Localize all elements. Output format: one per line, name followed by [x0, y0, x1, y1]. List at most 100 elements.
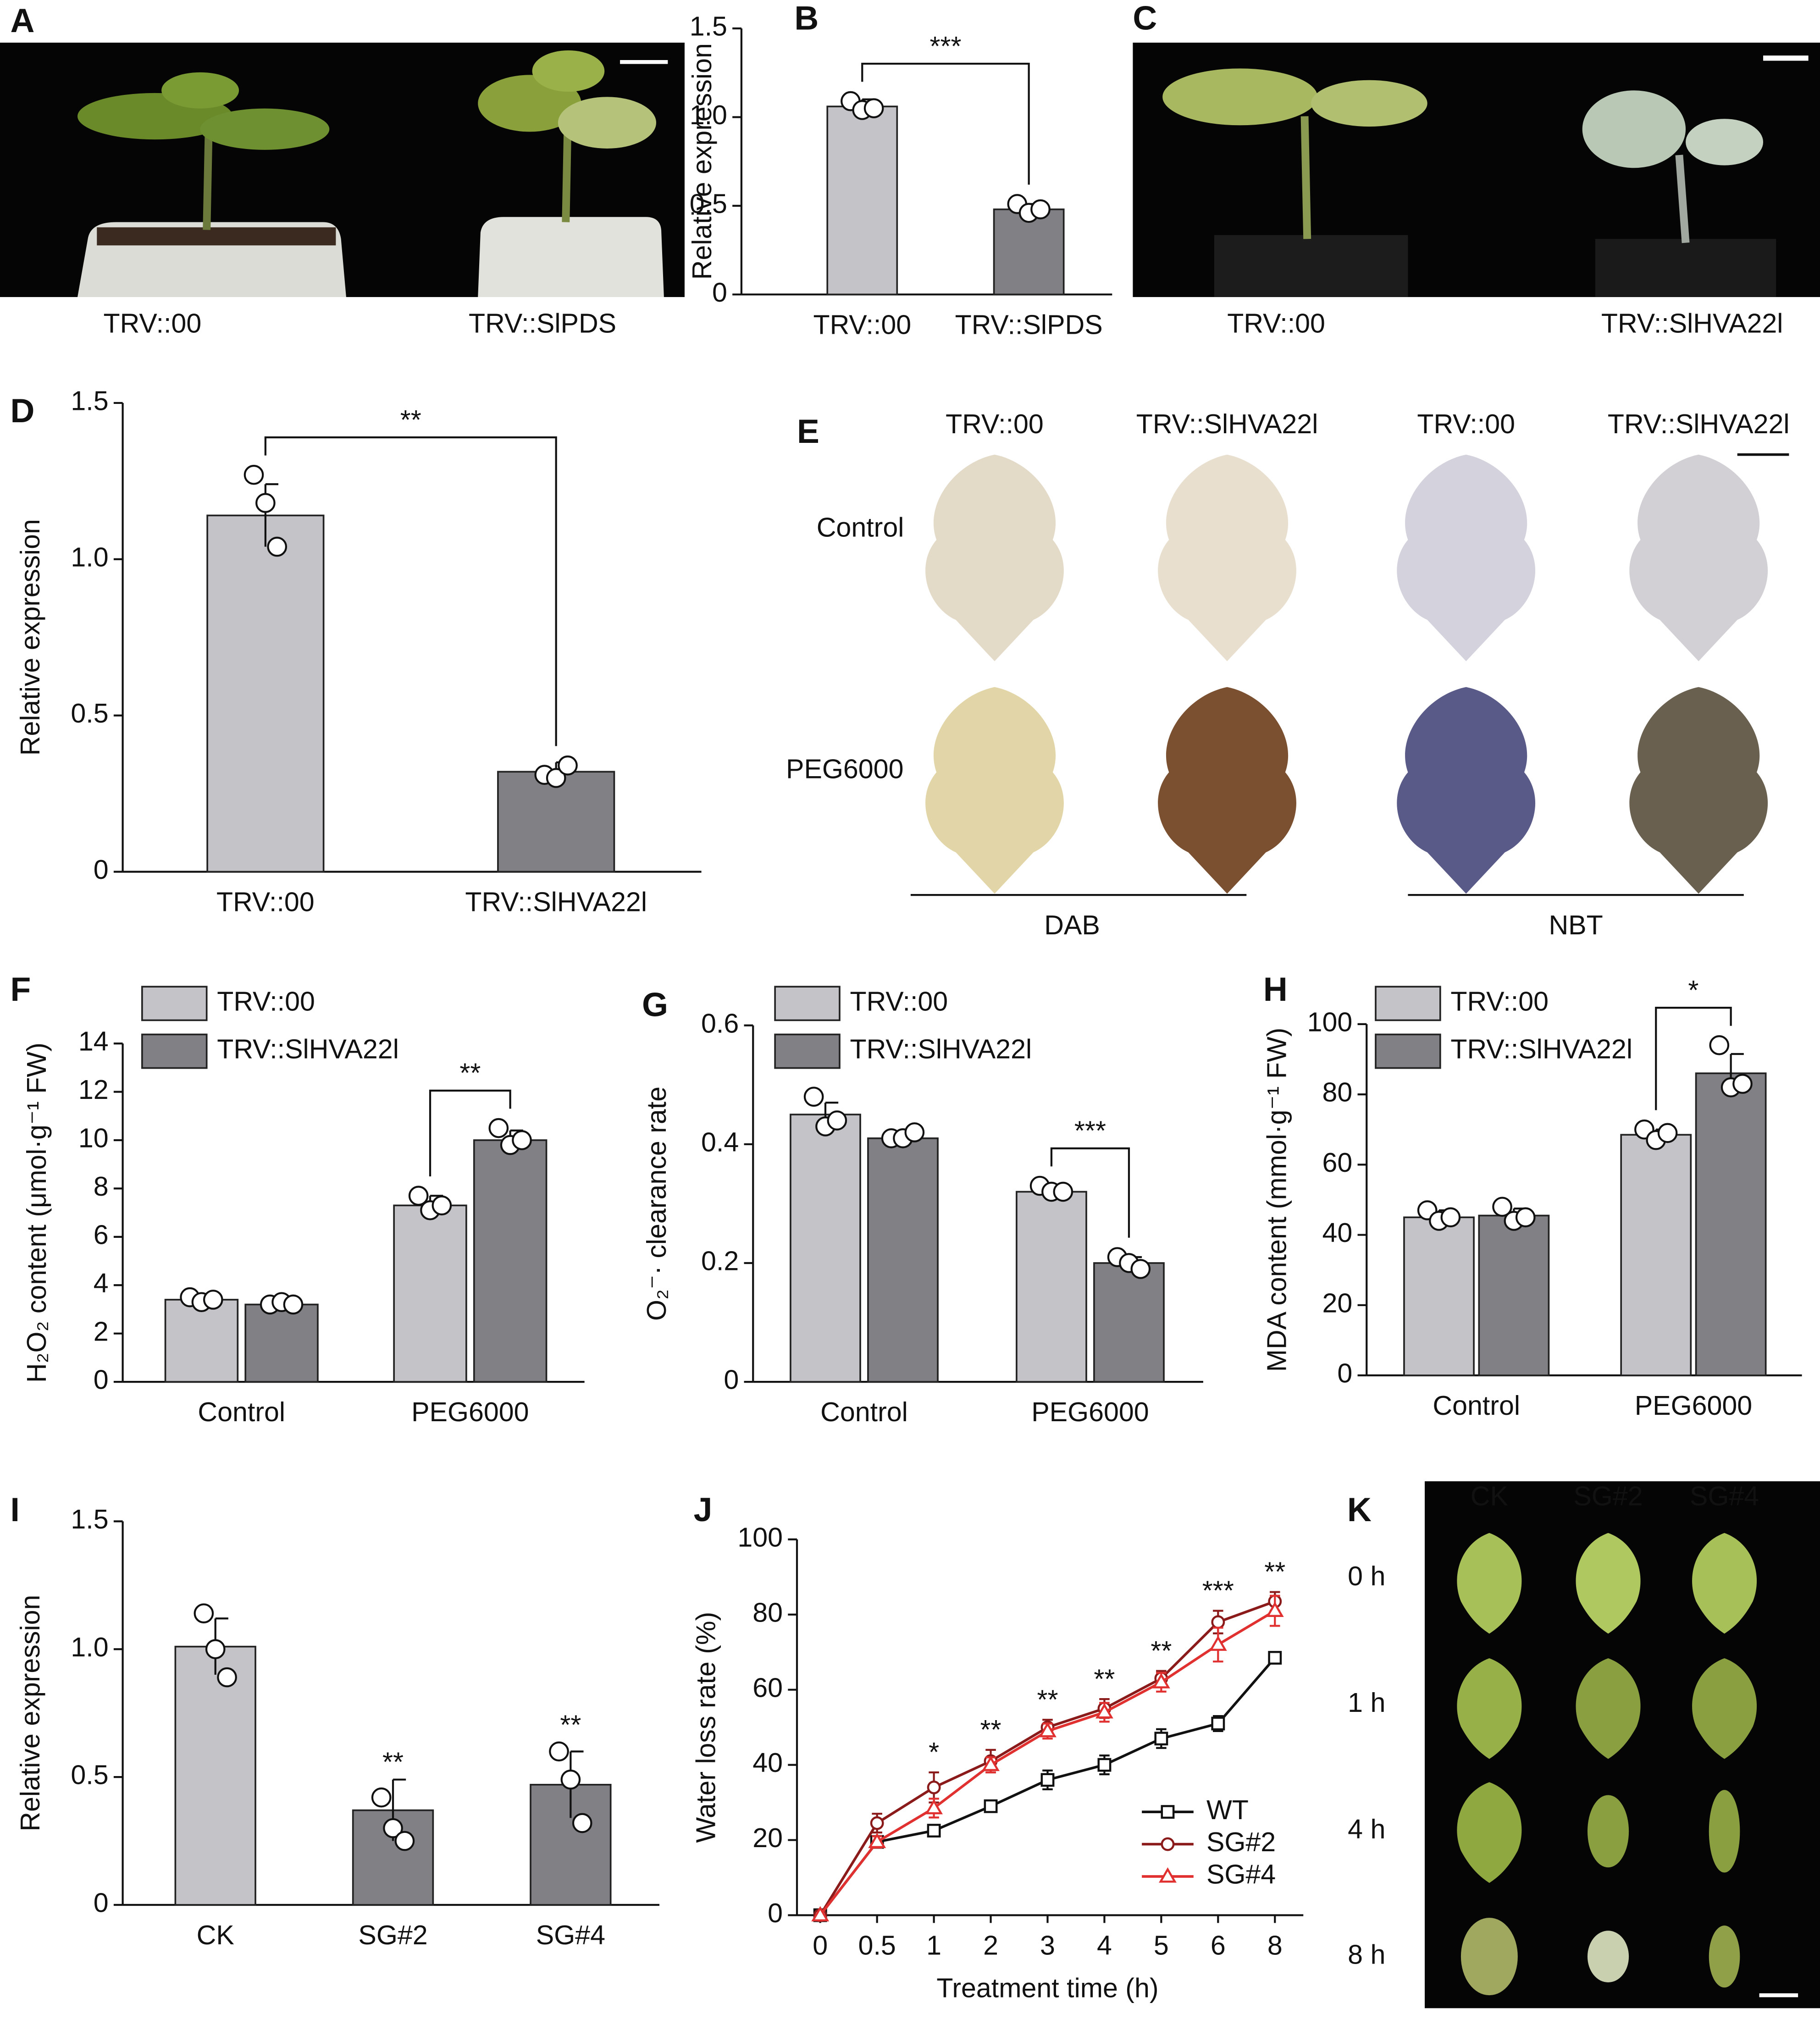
marker — [982, 1755, 1000, 1771]
y-tick-label: 0.5 — [71, 698, 108, 728]
legend-label: TRV::00 — [850, 986, 948, 1016]
legend-label: SG#2 — [1206, 1826, 1276, 1857]
bar — [244, 1303, 319, 1383]
y-tick-label: 80 — [1322, 1077, 1352, 1108]
significance-bracket — [1050, 1147, 1130, 1238]
marker — [925, 1799, 943, 1815]
data-point — [1709, 1035, 1730, 1055]
y-tick-label: 1.0 — [71, 541, 108, 572]
data-point — [255, 493, 276, 513]
row-label: 4 h — [1348, 1814, 1385, 1844]
legend-swatch — [1375, 986, 1441, 1021]
legend-swatch — [774, 1033, 841, 1069]
marker — [1209, 1635, 1227, 1651]
column-label: SG#2 — [1573, 1480, 1643, 1511]
photo-label: TRV::00 — [104, 308, 202, 339]
data-point — [488, 1118, 509, 1138]
photo-k: CK SG#2 SG#4 0 h 1 h 4 h 8 h — [1348, 1480, 1820, 2008]
row-label: 8 h — [1348, 1939, 1385, 1970]
marker — [1040, 1773, 1055, 1787]
significance-label: ** — [400, 404, 421, 435]
x-tick-label: PEG6000 — [411, 1396, 529, 1427]
marker — [1097, 1758, 1112, 1772]
data-point — [205, 1639, 226, 1660]
significance-label: * — [929, 1737, 939, 1767]
data-point — [560, 1769, 581, 1790]
data-point — [194, 1603, 214, 1623]
marker — [870, 1816, 884, 1830]
bar — [1403, 1216, 1475, 1376]
data-point — [1130, 1259, 1151, 1279]
x-tick-label: Control — [1433, 1390, 1520, 1421]
column-label: SG#4 — [1690, 1480, 1759, 1511]
y-tick-label: 1.5 — [71, 1504, 108, 1534]
marker — [1154, 1732, 1168, 1746]
y-tick-label: 40 — [1322, 1217, 1352, 1248]
y-tick-label: 0 — [94, 1364, 109, 1395]
y-tick-label: 80 — [752, 1597, 783, 1628]
photo-label: TRV::SlPDS — [469, 308, 616, 339]
data-point — [1030, 199, 1051, 220]
panel-letter: I — [11, 1491, 20, 1528]
legend-swatch — [141, 1033, 208, 1069]
marker — [1039, 1722, 1057, 1738]
column-label: TRV::00 — [946, 408, 1044, 439]
marker — [1211, 1615, 1225, 1629]
y-tick-label: 1.0 — [690, 99, 727, 130]
data-point — [546, 768, 566, 788]
panel-letter: B — [794, 0, 819, 37]
data-point — [1053, 1181, 1073, 1202]
y-tick-label: 4 — [94, 1268, 109, 1298]
data-point — [217, 1667, 237, 1688]
marker — [1161, 1805, 1175, 1819]
photo-a: TRV::00 TRV::SlPDS — [0, 43, 685, 339]
y-axis-label: O₂⁻· clearance rate — [641, 1087, 672, 1321]
y-tick-label: 1.0 — [71, 1632, 108, 1662]
significance-bracket — [861, 62, 1030, 185]
panel-letter: D — [11, 392, 35, 430]
bar — [1478, 1214, 1550, 1376]
marker — [1266, 1601, 1284, 1617]
significance-bracket — [264, 436, 557, 746]
y-tick-label: 0 — [712, 277, 727, 308]
data-point — [243, 464, 264, 485]
y-axis-label: MDA content (mmol·g⁻¹ FW) — [1261, 1028, 1292, 1372]
photo-c: TRV::00 TRV::SlHVA22l — [1133, 43, 1820, 339]
panel-letter: K — [1347, 1491, 1372, 1528]
photo-e: TRV::00 TRV::SlHVA22l TRV::00 TRV::SlHVA… — [786, 408, 1790, 940]
significance-bracket — [429, 1089, 511, 1176]
x-tick-label: 5 — [1154, 1930, 1169, 1961]
legend-swatch — [774, 986, 841, 1021]
data-point — [1515, 1207, 1536, 1228]
x-axis-label: Treatment time (h) — [936, 1973, 1158, 2003]
bar — [393, 1204, 467, 1383]
bar — [1093, 1262, 1165, 1383]
significance-label: *** — [1202, 1575, 1234, 1606]
bar — [164, 1299, 239, 1383]
significance-label: ** — [1264, 1556, 1285, 1587]
column-label: TRV::SlHVA22l — [1608, 408, 1790, 439]
panel-letter: A — [11, 2, 35, 39]
data-point — [558, 755, 578, 776]
marker — [1211, 1716, 1225, 1731]
x-tick-label: TRV::SlHVA22l — [465, 887, 647, 917]
y-axis-label: Relative expression — [686, 43, 717, 280]
y-tick-label: 0 — [1337, 1358, 1352, 1389]
y-tick-label: 0.4 — [701, 1126, 739, 1157]
y-tick-label: 8 — [94, 1171, 109, 1202]
y-tick-label: 2 — [94, 1316, 109, 1346]
legend-label: TRV::00 — [217, 986, 315, 1016]
data-point — [1657, 1123, 1678, 1143]
bar — [790, 1114, 861, 1383]
panel-letter: F — [11, 971, 31, 1008]
x-tick-label: Control — [820, 1396, 908, 1427]
data-point — [408, 1186, 429, 1206]
x-tick-label: 0.5 — [858, 1930, 896, 1961]
marker — [868, 1832, 886, 1848]
bar — [1620, 1134, 1692, 1376]
x-tick-label: 6 — [1211, 1930, 1226, 1961]
y-tick-label: 0 — [94, 854, 109, 885]
x-tick-label: PEG6000 — [1031, 1396, 1149, 1427]
y-tick-label: 14 — [78, 1026, 109, 1057]
